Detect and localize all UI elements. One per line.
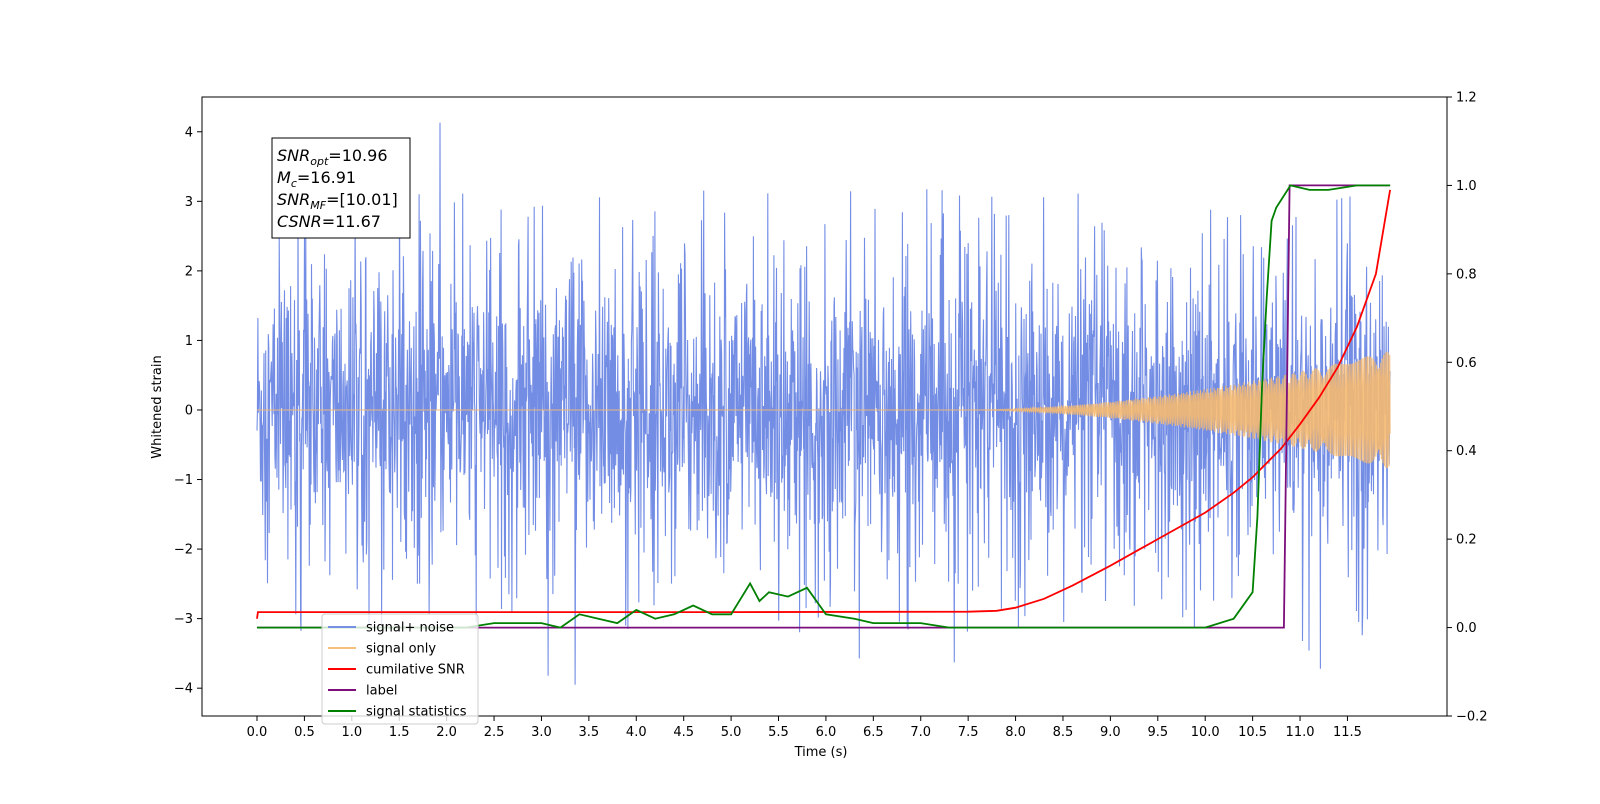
- x-tick-label: 3.5: [579, 725, 600, 740]
- info-box-line: CSNR=11.67: [277, 212, 381, 231]
- legend: signal+ noise signal only cumilative SNR la…: [321, 613, 479, 725]
- y-right-tick-label: 0.8: [1456, 267, 1477, 282]
- info-box-line: SNRMF=[10.01]: [277, 190, 398, 212]
- x-axis-label: Time (s): [794, 745, 848, 760]
- x-axis: 0.0 0.5 1.0 1.5 2.0 2.5 3.0 3.5 4.0 4.5 5.0 5.5 6.0 6…: [247, 716, 1362, 740]
- legend-label: signal statistics: [366, 705, 467, 720]
- x-tick-label: 1.0: [341, 725, 362, 740]
- x-tick-label: 9.0: [1100, 725, 1121, 740]
- x-tick-label: 5.0: [721, 725, 742, 740]
- x-tick-label: 6.0: [816, 725, 837, 740]
- x-tick-label: 10.0: [1191, 725, 1220, 740]
- y-axis-left: −4 −3 −2 −1 0 1 2 3 4: [174, 125, 202, 697]
- series-cumulative-snr: [256, 189, 1391, 619]
- x-tick-label: 0.5: [294, 725, 315, 740]
- y-axis-label: Whitened strain: [150, 355, 165, 458]
- x-tick-label: 3.0: [531, 725, 552, 740]
- y-left-tick-label: 0: [185, 403, 193, 418]
- info-box-frame: [271, 137, 411, 239]
- series-signal-statistics: [257, 184, 1391, 629]
- y-left-tick-label: 3: [185, 195, 193, 210]
- x-tick-label: 7.0: [910, 725, 931, 740]
- x-tick-label: 2.5: [484, 725, 505, 740]
- legend-label: label: [366, 684, 397, 699]
- y-right-tick-label: 0.4: [1456, 444, 1477, 459]
- x-tick-label: 8.0: [1005, 725, 1026, 740]
- info-box-line: Mc=16.91: [277, 168, 356, 190]
- y-left-tick-label: 2: [185, 264, 193, 279]
- y-left-tick-label: −1: [174, 473, 193, 488]
- y-left-tick-label: −4: [174, 682, 193, 697]
- info-box: SNRopt=10.96Mc=16.91SNRMF=[10.01]CSNR=11…: [271, 137, 411, 239]
- x-tick-label: 7.5: [958, 725, 979, 740]
- legend-label: signal+ noise: [366, 621, 454, 636]
- y-right-tick-label: −0.2: [1456, 710, 1488, 725]
- y-left-tick-label: 4: [185, 125, 193, 140]
- x-tick-label: 0.0: [247, 725, 268, 740]
- x-tick-label: 4.0: [626, 725, 647, 740]
- plot-layer: [256, 122, 1391, 685]
- series-signal-only: [257, 351, 1391, 469]
- y-left-tick-label: −2: [174, 543, 193, 558]
- info-box-line: SNRopt=10.96: [277, 146, 388, 168]
- y-axis-right: −0.2 0.0 0.2 0.4 0.6 0.8 1.0 1.2: [1447, 91, 1488, 725]
- y-left-tick-label: 1: [185, 334, 193, 349]
- x-tick-label: 11.5: [1333, 725, 1362, 740]
- x-tick-label: 10.5: [1238, 725, 1267, 740]
- x-tick-label: 4.5: [673, 725, 694, 740]
- y-right-tick-label: 1.0: [1456, 179, 1477, 194]
- legend-label: signal only: [366, 642, 436, 657]
- x-tick-label: 6.5: [863, 725, 884, 740]
- y-right-tick-label: 1.2: [1456, 91, 1477, 106]
- y-right-tick-label: 0.2: [1456, 533, 1477, 548]
- x-tick-label: 11.0: [1286, 725, 1315, 740]
- x-tick-label: 8.5: [1053, 725, 1074, 740]
- y-left-tick-label: −3: [174, 612, 193, 627]
- plot-frame: [201, 96, 1448, 717]
- legend-label: cumilative SNR: [366, 663, 465, 678]
- x-tick-label: 5.5: [768, 725, 789, 740]
- x-tick-label: 2.0: [436, 725, 457, 740]
- legend-frame: [321, 613, 479, 725]
- series-signal-noise: [256, 122, 1391, 685]
- y-right-tick-label: 0.6: [1456, 356, 1477, 371]
- series-label: [257, 184, 1391, 629]
- x-tick-label: 1.5: [389, 725, 410, 740]
- x-tick-label: 9.5: [1147, 725, 1168, 740]
- y-right-tick-label: 0.0: [1456, 621, 1477, 636]
